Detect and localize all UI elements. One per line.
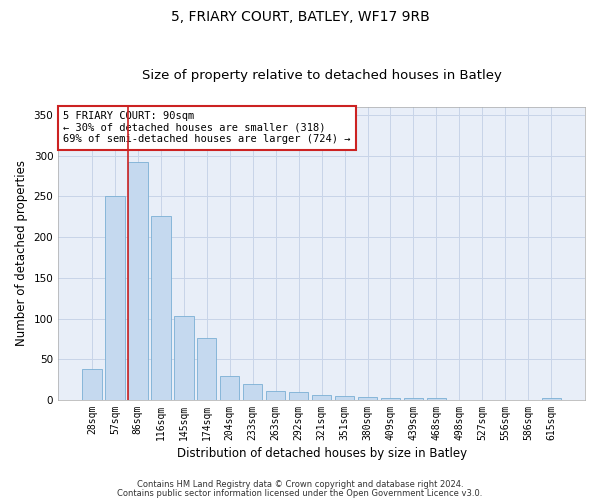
Bar [358,396,377,400]
Bar [427,398,446,400]
Bar [243,384,262,400]
Bar [312,395,331,400]
Text: Contains public sector information licensed under the Open Government Licence v3: Contains public sector information licen… [118,488,482,498]
Bar [82,369,101,400]
Text: 5 FRIARY COURT: 90sqm
← 30% of detached houses are smaller (318)
69% of semi-det: 5 FRIARY COURT: 90sqm ← 30% of detached … [64,111,351,144]
Bar [542,398,561,400]
Bar [174,316,194,400]
Bar [289,392,308,400]
X-axis label: Distribution of detached houses by size in Batley: Distribution of detached houses by size … [176,447,467,460]
Y-axis label: Number of detached properties: Number of detached properties [15,160,28,346]
Bar [266,391,286,400]
Bar [151,216,170,400]
Text: Contains HM Land Registry data © Crown copyright and database right 2024.: Contains HM Land Registry data © Crown c… [137,480,463,489]
Bar [220,376,239,400]
Bar [335,396,355,400]
Text: 5, FRIARY COURT, BATLEY, WF17 9RB: 5, FRIARY COURT, BATLEY, WF17 9RB [170,10,430,24]
Bar [128,162,148,400]
Bar [381,398,400,400]
Bar [197,338,217,400]
Bar [404,398,423,400]
Bar [105,196,125,400]
Title: Size of property relative to detached houses in Batley: Size of property relative to detached ho… [142,69,502,82]
